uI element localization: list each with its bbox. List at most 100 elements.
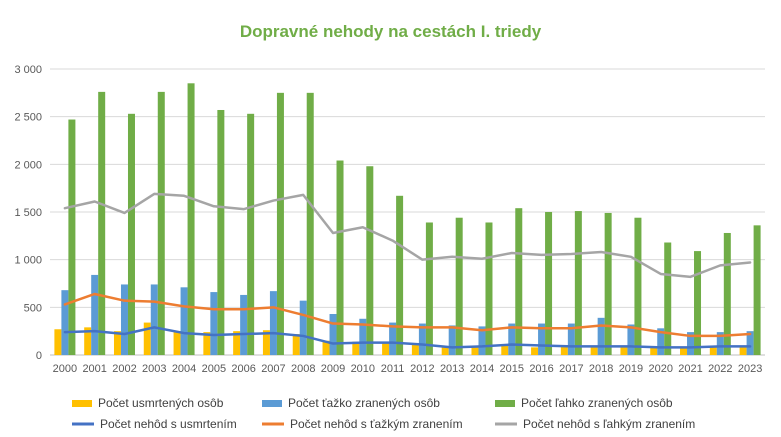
bar-pocet-lahko-zranenych-osob-2014 — [485, 222, 493, 355]
y-tick-label: 1 500 — [14, 207, 42, 219]
legend-label: Počet usmrtených osôb — [98, 396, 224, 410]
x-tick-label: 2009 — [321, 363, 345, 375]
bar-pocet-lahko-zranenych-osob-2010 — [366, 166, 374, 355]
legend-label: Počet ľahko zranených osôb — [521, 396, 673, 410]
bar-pocet-usmrtenych-osob-2000 — [54, 329, 62, 355]
bars — [54, 83, 761, 356]
bar-pocet-usmrtenych-osob-2004 — [173, 331, 181, 355]
bar-pocet-lahko-zranenych-osob-2001 — [98, 91, 106, 355]
legend-label: Počet nehôd s usmrtením — [100, 417, 237, 431]
bar-pocet-tazko-zranenych-osob-2008 — [299, 300, 307, 355]
bar-pocet-tazko-zranenych-osob-2019 — [627, 324, 635, 355]
bar-pocet-tazko-zranenych-osob-2023 — [746, 331, 754, 355]
y-tick-label: 0 — [36, 350, 42, 362]
bar-pocet-tazko-zranenych-osob-2015 — [508, 323, 516, 355]
bar-pocet-usmrtenych-osob-2009 — [322, 340, 330, 355]
x-tick-label: 2012 — [410, 363, 434, 375]
x-tick-label: 2023 — [738, 363, 762, 375]
x-tick-label: 2006 — [231, 363, 255, 375]
bar-pocet-lahko-zranenych-osob-2023 — [753, 225, 761, 355]
x-tick-label: 2017 — [559, 363, 583, 375]
bar-pocet-tazko-zranenych-osob-2011 — [389, 322, 397, 355]
bar-pocet-usmrtenych-osob-2023 — [739, 346, 747, 355]
x-tick-label: 2001 — [82, 363, 106, 375]
bar-pocet-lahko-zranenych-osob-2011 — [396, 195, 404, 355]
bar-pocet-lahko-zranenych-osob-2018 — [604, 212, 612, 355]
gridlines — [50, 68, 765, 356]
bar-pocet-usmrtenych-osob-2007 — [262, 330, 270, 355]
bar-pocet-usmrtenych-osob-2020 — [650, 347, 658, 355]
line-pocet-nehod-s-lahkym-zranenim — [63, 192, 752, 279]
bar-pocet-tazko-zranenych-osob-2020 — [657, 328, 665, 355]
y-tick-label: 500 — [24, 302, 42, 314]
x-tick-label: 2021 — [678, 363, 702, 375]
x-tick-label: 2007 — [261, 363, 285, 375]
x-tick-label: 2013 — [440, 363, 464, 375]
bar-pocet-usmrtenych-osob-2005 — [203, 332, 211, 355]
bar-pocet-usmrtenych-osob-2008 — [292, 334, 300, 355]
x-tick-label: 2018 — [589, 363, 613, 375]
x-axis-ticks: 2000 2001 2002 2003 2004 2005 2006 2007 2008 2009… — [53, 363, 763, 375]
x-tick-label: 2016 — [529, 363, 553, 375]
x-tick-label: 2010 — [351, 363, 375, 375]
bar-pocet-usmrtenych-osob-2015 — [501, 345, 509, 355]
bar-pocet-tazko-zranenych-osob-2004 — [180, 287, 188, 355]
bar-pocet-usmrtenych-osob-2022 — [709, 347, 717, 355]
bar-pocet-tazko-zranenych-osob-2009 — [329, 314, 337, 355]
bar-pocet-lahko-zranenych-osob-2007 — [276, 92, 284, 355]
bar-pocet-lahko-zranenych-osob-2021 — [694, 251, 702, 355]
bar-pocet-tazko-zranenych-osob-2001 — [91, 274, 99, 355]
bar-pocet-lahko-zranenych-osob-2009 — [336, 160, 344, 355]
bar-pocet-lahko-zranenych-osob-2004 — [187, 83, 195, 356]
bar-pocet-tazko-zranenych-osob-2018 — [597, 317, 605, 355]
y-tick-label: 3 000 — [14, 64, 42, 76]
bar-pocet-tazko-zranenych-osob-2016 — [538, 323, 546, 355]
bar-pocet-tazko-zranenych-osob-2003 — [150, 284, 158, 355]
x-tick-label: 2005 — [202, 363, 226, 375]
x-tick-label: 2008 — [291, 363, 315, 375]
bar-pocet-tazko-zranenych-osob-2014 — [478, 326, 486, 355]
bar-pocet-lahko-zranenych-osob-2006 — [247, 113, 255, 355]
bar-pocet-lahko-zranenych-osob-2015 — [515, 208, 523, 355]
bar-pocet-usmrtenych-osob-2016 — [531, 347, 539, 355]
bar-pocet-tazko-zranenych-osob-2013 — [448, 325, 456, 355]
y-tick-label: 2 000 — [14, 159, 42, 171]
legend: Počet usmrtených osôb Počet ťažko zranený… — [72, 396, 695, 431]
bar-pocet-usmrtenych-osob-2011 — [382, 341, 390, 355]
bar-pocet-tazko-zranenych-osob-2021 — [687, 332, 695, 355]
chart-title: Dopravné nehody na cestách I. triedy — [239, 22, 542, 41]
bar-pocet-usmrtenych-osob-2019 — [620, 345, 628, 355]
bar-pocet-usmrtenych-osob-2006 — [233, 331, 241, 355]
x-tick-label: 2004 — [172, 363, 196, 375]
bar-pocet-usmrtenych-osob-2013 — [441, 347, 449, 355]
bar-pocet-lahko-zranenych-osob-2012 — [425, 222, 433, 355]
bar-pocet-usmrtenych-osob-2010 — [352, 341, 360, 355]
bar-pocet-lahko-zranenych-osob-2019 — [634, 217, 642, 355]
bar-pocet-tazko-zranenych-osob-2002 — [120, 284, 128, 355]
legend-swatch-pocet-lahko-zranenych-osob — [495, 400, 515, 407]
bar-pocet-tazko-zranenych-osob-2012 — [418, 323, 426, 355]
legend-swatch-pocet-usmrtenych-osob — [72, 400, 92, 407]
legend-swatch-pocet-tazko-zranenych-osob — [262, 400, 282, 407]
legend-label: Počet ťažko zranených osôb — [288, 396, 440, 410]
bar-pocet-usmrtenych-osob-2021 — [680, 347, 688, 355]
bar-pocet-lahko-zranenych-osob-2000 — [68, 119, 76, 355]
bar-pocet-lahko-zranenych-osob-2022 — [723, 232, 731, 355]
bar-pocet-lahko-zranenych-osob-2016 — [545, 212, 553, 355]
legend-label: Počet nehôd s ľahkým zranením — [523, 417, 695, 431]
x-tick-label: 2000 — [53, 363, 77, 375]
bar-pocet-lahko-zranenych-osob-2013 — [455, 217, 463, 355]
x-tick-label: 2019 — [619, 363, 643, 375]
bar-pocet-lahko-zranenych-osob-2008 — [306, 92, 314, 355]
bar-pocet-usmrtenych-osob-2014 — [471, 347, 479, 355]
legend-label: Počet nehôd s ťažkým zranením — [290, 417, 463, 431]
line-pocet-nehod-s-usmrtenim — [63, 326, 752, 349]
bar-pocet-usmrtenych-osob-2003 — [143, 322, 151, 355]
bar-pocet-tazko-zranenych-osob-2017 — [567, 323, 575, 355]
bar-pocet-tazko-zranenych-osob-2022 — [716, 332, 724, 355]
x-tick-label: 2020 — [648, 363, 672, 375]
bar-pocet-usmrtenych-osob-2001 — [84, 327, 92, 355]
x-tick-label: 2014 — [470, 363, 494, 375]
bar-pocet-lahko-zranenych-osob-2005 — [217, 109, 225, 355]
